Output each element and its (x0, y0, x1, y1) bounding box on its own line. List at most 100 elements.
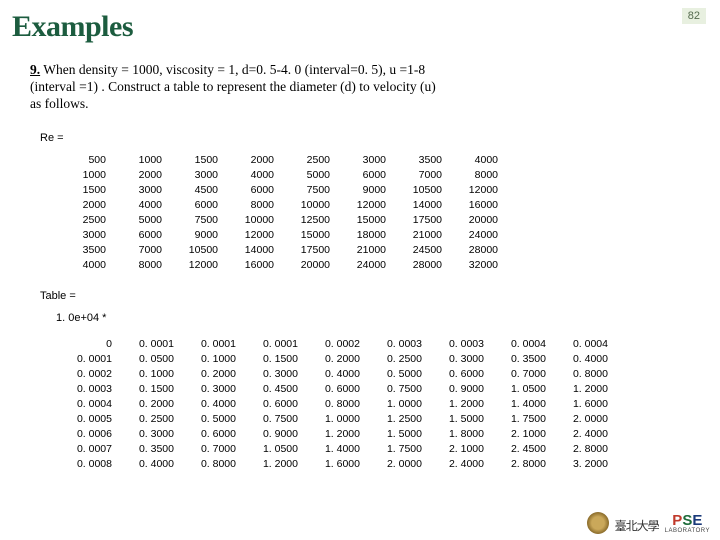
table-row: 0. 00070. 35000. 70001. 05001. 40001. 75… (56, 441, 614, 456)
table-cell: 18000 (336, 227, 392, 242)
table-row: 1500300045006000750090001050012000 (56, 182, 504, 197)
table-cell: 0. 0006 (56, 426, 118, 441)
table-cell: 14000 (224, 242, 280, 257)
table-cell: 0. 0004 (490, 336, 552, 351)
table-cell: 3. 2000 (552, 456, 614, 471)
table-cell: 2000 (224, 152, 280, 167)
table-cell: 12000 (448, 182, 504, 197)
table-cell: 4000 (224, 167, 280, 182)
table-cell: 0. 0002 (56, 366, 118, 381)
footer: 臺北大學 PSE LABORATORY (587, 512, 710, 534)
table-cell: 1. 5000 (366, 426, 428, 441)
table-cell: 0. 3000 (242, 366, 304, 381)
table-cell: 3500 (56, 242, 112, 257)
table-cell: 1. 2000 (552, 381, 614, 396)
table-row: 2500500075001000012500150001750020000 (56, 212, 504, 227)
table-cell: 15000 (280, 227, 336, 242)
table-cell: 0. 7500 (366, 381, 428, 396)
pse-lab: LABORATORY (665, 528, 710, 534)
table-cell: 12000 (168, 257, 224, 272)
task-statement: 9. When density = 1000, viscosity = 1, d… (30, 62, 450, 113)
table-row: 0. 00040. 20000. 40000. 60000. 80001. 00… (56, 396, 614, 411)
table-cell: 0. 1500 (118, 381, 180, 396)
table-cell: 1000 (56, 167, 112, 182)
table-cell: 0. 4000 (118, 456, 180, 471)
table-cell: 1000 (112, 152, 168, 167)
table-cell: 24500 (392, 242, 448, 257)
table-cell: 0. 9000 (242, 426, 304, 441)
table-cell: 3500 (392, 152, 448, 167)
table-cell: 0. 0007 (56, 441, 118, 456)
table-cell: 0. 0001 (118, 336, 180, 351)
table-cell: 8000 (448, 167, 504, 182)
table-cell: 6000 (112, 227, 168, 242)
table-cell: 0. 6000 (428, 366, 490, 381)
table-row: 3000600090001200015000180002100024000 (56, 227, 504, 242)
table-cell: 0. 4000 (552, 351, 614, 366)
table-cell: 3000 (336, 152, 392, 167)
table-cell: 21000 (336, 242, 392, 257)
table-cell: 15000 (336, 212, 392, 227)
table-cell: 1. 2000 (428, 396, 490, 411)
table-cell: 0. 3000 (118, 426, 180, 441)
table-cell: 0. 0004 (56, 396, 118, 411)
table-row: 0. 00030. 15000. 30000. 45000. 60000. 75… (56, 381, 614, 396)
table-cell: 3000 (168, 167, 224, 182)
table-cell: 2000 (112, 167, 168, 182)
table-row: 200040006000800010000120001400016000 (56, 197, 504, 212)
table-cell: 0. 3500 (490, 351, 552, 366)
table-cell: 0. 2500 (366, 351, 428, 366)
table-cell: 1500 (56, 182, 112, 197)
table-row: 0. 00080. 40000. 80001. 20001. 60002. 00… (56, 456, 614, 471)
table-cell: 2. 4000 (552, 426, 614, 441)
pse-p: P (672, 512, 682, 529)
table-cell: 12000 (224, 227, 280, 242)
table-row: 0. 00020. 10000. 20000. 30000. 40000. 50… (56, 366, 614, 381)
table-row: 10002000300040005000600070008000 (56, 167, 504, 182)
re-label: Re = (40, 132, 64, 144)
table-cell: 0. 1000 (180, 351, 242, 366)
table-cell: 2500 (280, 152, 336, 167)
table-cell: 1. 7500 (366, 441, 428, 456)
table-cell: 6000 (168, 197, 224, 212)
table-cell: 2. 0000 (366, 456, 428, 471)
table-cell: 24000 (336, 257, 392, 272)
table-cell: 0. 8000 (304, 396, 366, 411)
table-cell: 0. 3000 (180, 381, 242, 396)
table-cell: 2. 1000 (428, 441, 490, 456)
table-cell: 9000 (336, 182, 392, 197)
table-cell: 7000 (392, 167, 448, 182)
table-cell: 10500 (168, 242, 224, 257)
table-label: Table = (40, 290, 76, 302)
table-row: 35007000105001400017500210002450028000 (56, 242, 504, 257)
table-cell: 0. 0003 (56, 381, 118, 396)
table-cell: 2500 (56, 212, 112, 227)
table-cell: 6000 (336, 167, 392, 182)
table-row: 40008000120001600020000240002800032000 (56, 257, 504, 272)
table-cell: 2. 8000 (490, 456, 552, 471)
table-cell: 21000 (392, 227, 448, 242)
table-cell: 0. 2000 (180, 366, 242, 381)
table-cell: 17500 (392, 212, 448, 227)
table-cell: 0. 1500 (242, 351, 304, 366)
table-cell: 1. 0500 (242, 441, 304, 456)
table-cell: 6000 (224, 182, 280, 197)
table-cell: 1. 2500 (366, 411, 428, 426)
table-cell: 2. 8000 (552, 441, 614, 456)
table-cell: 1. 0500 (490, 381, 552, 396)
table-cell: 0. 2500 (118, 411, 180, 426)
table-cell: 0. 7000 (490, 366, 552, 381)
table-cell: 0. 7000 (180, 441, 242, 456)
table-cell: 0. 5000 (180, 411, 242, 426)
table-cell: 0. 4000 (304, 366, 366, 381)
table-cell: 10000 (224, 212, 280, 227)
table-cell: 0. 0003 (428, 336, 490, 351)
table-cell: 10500 (392, 182, 448, 197)
table-cell: 1. 7500 (490, 411, 552, 426)
pse-e: E (692, 512, 702, 529)
table-cell: 14000 (392, 197, 448, 212)
tab-table: 00. 00010. 00010. 00010. 00020. 00030. 0… (56, 336, 614, 471)
table-row: 0. 00060. 30000. 60000. 90001. 20001. 50… (56, 426, 614, 441)
table-cell: 1. 5000 (428, 411, 490, 426)
table-cell: 20000 (280, 257, 336, 272)
